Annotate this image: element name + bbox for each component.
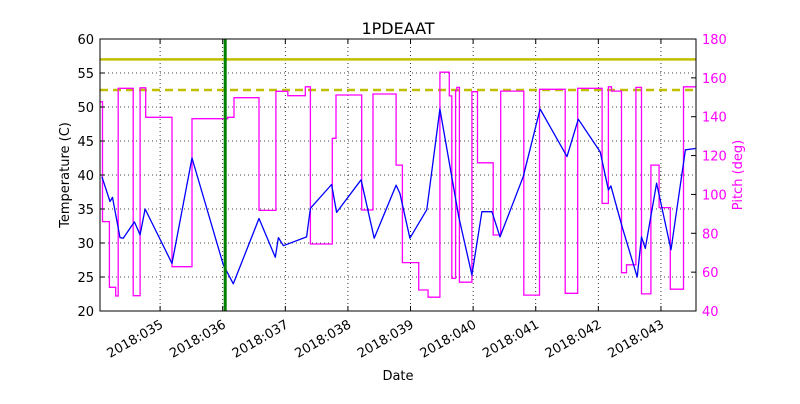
- y2-tick-label: 180: [702, 33, 727, 48]
- y2-axis-label: Pitch (deg): [731, 140, 746, 210]
- plot-area: [100, 39, 696, 311]
- x-tick-label: 2018:040: [418, 317, 479, 361]
- x-tick-label: 2018:043: [606, 317, 667, 361]
- y2-tick-label: 60: [702, 266, 719, 281]
- plot-frame: [99, 38, 697, 312]
- y2-tick-label: 80: [702, 227, 719, 242]
- y-tick-label: 45: [77, 135, 94, 150]
- y-tick-label: 60: [77, 33, 94, 48]
- y2-tick-label: 40: [702, 305, 719, 320]
- y-tick-label: 20: [77, 305, 94, 320]
- pitch-series-line: [100, 71, 696, 298]
- y-tick-label: 35: [77, 203, 94, 218]
- x-tick-label: 2018:038: [292, 317, 353, 361]
- x-axis-label: Date: [382, 369, 413, 384]
- x-tick-label: 2018:039: [355, 317, 416, 361]
- y-axis-label: Temperature (C): [58, 122, 73, 229]
- grid: [100, 39, 696, 311]
- x-tick-label: 2018:041: [480, 317, 541, 361]
- x-tick-label: 2018:036: [167, 317, 228, 361]
- chart-title: 1PDEAAT: [361, 19, 434, 38]
- x-tick-label: 2018:035: [105, 317, 166, 361]
- y2-tick-label: 140: [702, 111, 727, 126]
- y-tick-label: 30: [77, 237, 94, 252]
- y2-tick-label: 160: [702, 72, 727, 87]
- y-tick-label: 40: [77, 169, 94, 184]
- y-tick-label: 55: [77, 67, 94, 82]
- y-tick-label: 25: [77, 271, 94, 286]
- x-tick-label: 2018:037: [230, 317, 291, 361]
- temperature-series-line: [101, 108, 696, 285]
- x-tick-label: 2018:042: [543, 317, 604, 361]
- y2-tick-label: 120: [702, 150, 727, 165]
- y2-tick-label: 100: [702, 188, 727, 203]
- y-tick-label: 50: [77, 101, 94, 116]
